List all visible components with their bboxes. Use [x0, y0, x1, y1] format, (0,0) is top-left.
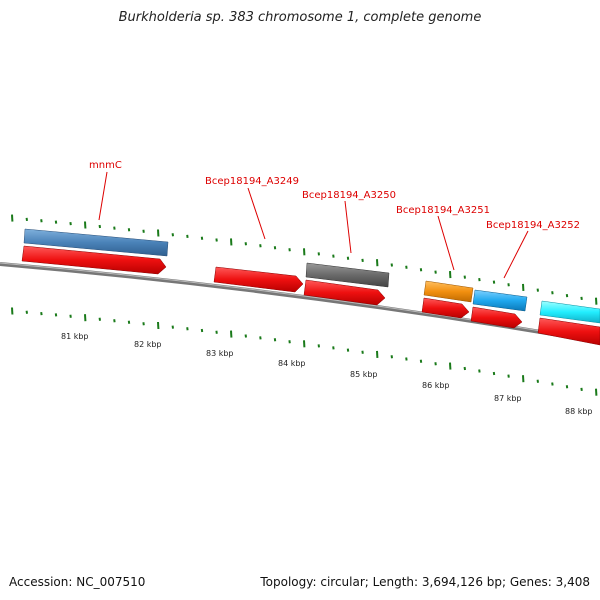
genome-summary-text: Topology: circular; Length: 3,694,126 bp… [260, 575, 590, 589]
gene-label-A3249: Bcep18194_A3249 [205, 176, 299, 187]
leader-line-A3249 [247, 187, 266, 240]
leader-line-A3252 [503, 230, 529, 279]
map-title: Burkholderia sp. 383 chromosome 1, compl… [118, 10, 482, 25]
inner-tick-ruler [11, 307, 598, 396]
leader-line-mnmC [98, 171, 108, 221]
leader-line-A3250 [344, 200, 352, 254]
gene-label-A3251: Bcep18194_A3251 [396, 205, 490, 216]
cds-arrow-A3249[interactable] [213, 266, 304, 293]
cds-arrow-mnmC[interactable] [21, 245, 167, 275]
feature-gray-A3250[interactable] [305, 262, 390, 288]
cds-arrow-A3252[interactable] [470, 306, 523, 329]
cds-arrow-A3251[interactable] [421, 297, 470, 319]
outer-tick-ruler [11, 214, 598, 305]
cds-arrow-right[interactable] [537, 317, 600, 346]
feature-blue-mnmC[interactable] [23, 228, 169, 257]
scale-label-84: 84 kbp [278, 359, 306, 368]
chromosome-backbone-highlight [0, 262, 600, 342]
accession-text: Accession: NC_007510 [9, 575, 146, 589]
scale-label-85: 85 kbp [350, 370, 378, 379]
scale-label-83: 83 kbp [206, 349, 234, 358]
scale-label-82: 82 kbp [134, 340, 162, 349]
leader-line-A3251 [437, 215, 455, 271]
gene-label-mnmC: mnmC [89, 160, 122, 171]
feature-cyan[interactable] [539, 300, 600, 324]
feature-orange-A3251[interactable] [423, 280, 474, 303]
scale-label-87: 87 kbp [494, 394, 522, 403]
gene-label-A3252: Bcep18194_A3252 [486, 220, 580, 231]
gene-label-A3250: Bcep18194_A3250 [302, 190, 396, 201]
chromosome-backbone [0, 262, 600, 344]
scale-label-88: 88 kbp [565, 407, 593, 416]
cds-arrow-A3250[interactable] [303, 279, 386, 306]
scale-label-81: 81 kbp [61, 332, 89, 341]
feature-skyblue-A3252[interactable] [472, 289, 528, 312]
scale-label-86: 86 kbp [422, 381, 450, 390]
